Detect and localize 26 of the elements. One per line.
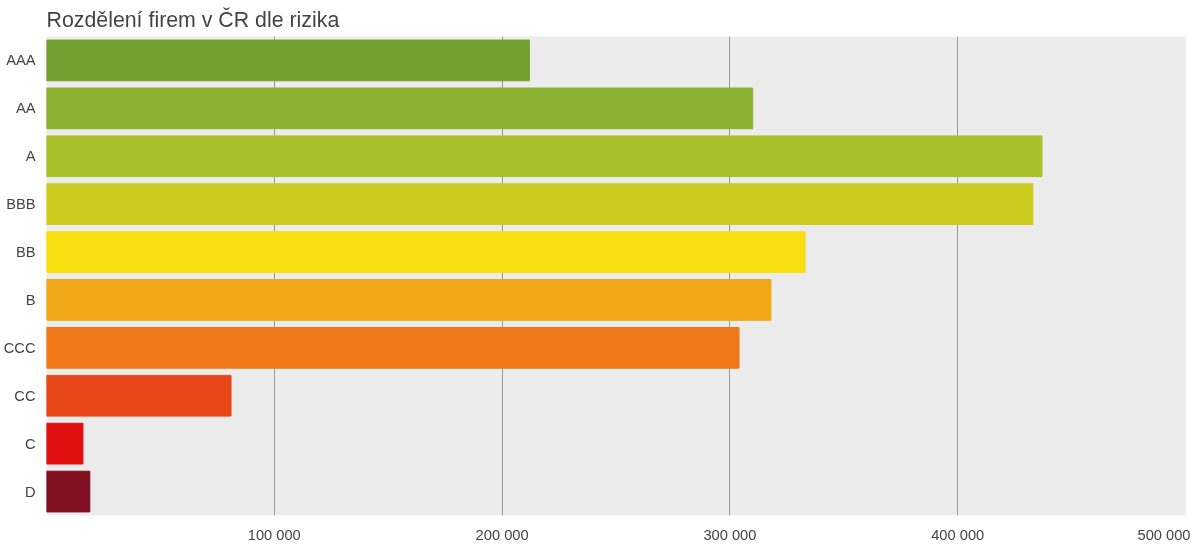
bar — [46, 470, 91, 513]
y-tick-label: C — [24, 435, 36, 452]
y-tick-label: B — [25, 291, 36, 308]
chart-title: Rozdělení firem v ČR dle rizika — [46, 6, 340, 32]
bar — [46, 87, 754, 130]
y-tick-label: CCC — [3, 339, 36, 356]
x-tick-label: 500 000 — [1137, 526, 1191, 543]
bar — [46, 279, 772, 321]
y-tick-label: AA — [15, 100, 36, 117]
bar — [46, 422, 84, 465]
bar — [46, 231, 806, 273]
bar — [46, 183, 1034, 226]
y-tick-label: CC — [14, 387, 36, 404]
y-tick-label: BBB — [6, 196, 36, 213]
x-tick-label: 100 000 — [247, 526, 301, 543]
x-tick-label: 300 000 — [703, 526, 757, 543]
bar — [46, 135, 1043, 178]
x-tick-label: 400 000 — [931, 526, 985, 543]
x-tick-label: 200 000 — [475, 526, 529, 543]
y-tick-label: D — [24, 483, 36, 500]
y-tick-label: AAA — [6, 52, 36, 69]
y-tick-label: A — [25, 148, 36, 165]
bar — [46, 374, 232, 417]
bar — [46, 326, 740, 369]
bar — [46, 39, 530, 82]
y-tick-label: BB — [15, 244, 36, 261]
